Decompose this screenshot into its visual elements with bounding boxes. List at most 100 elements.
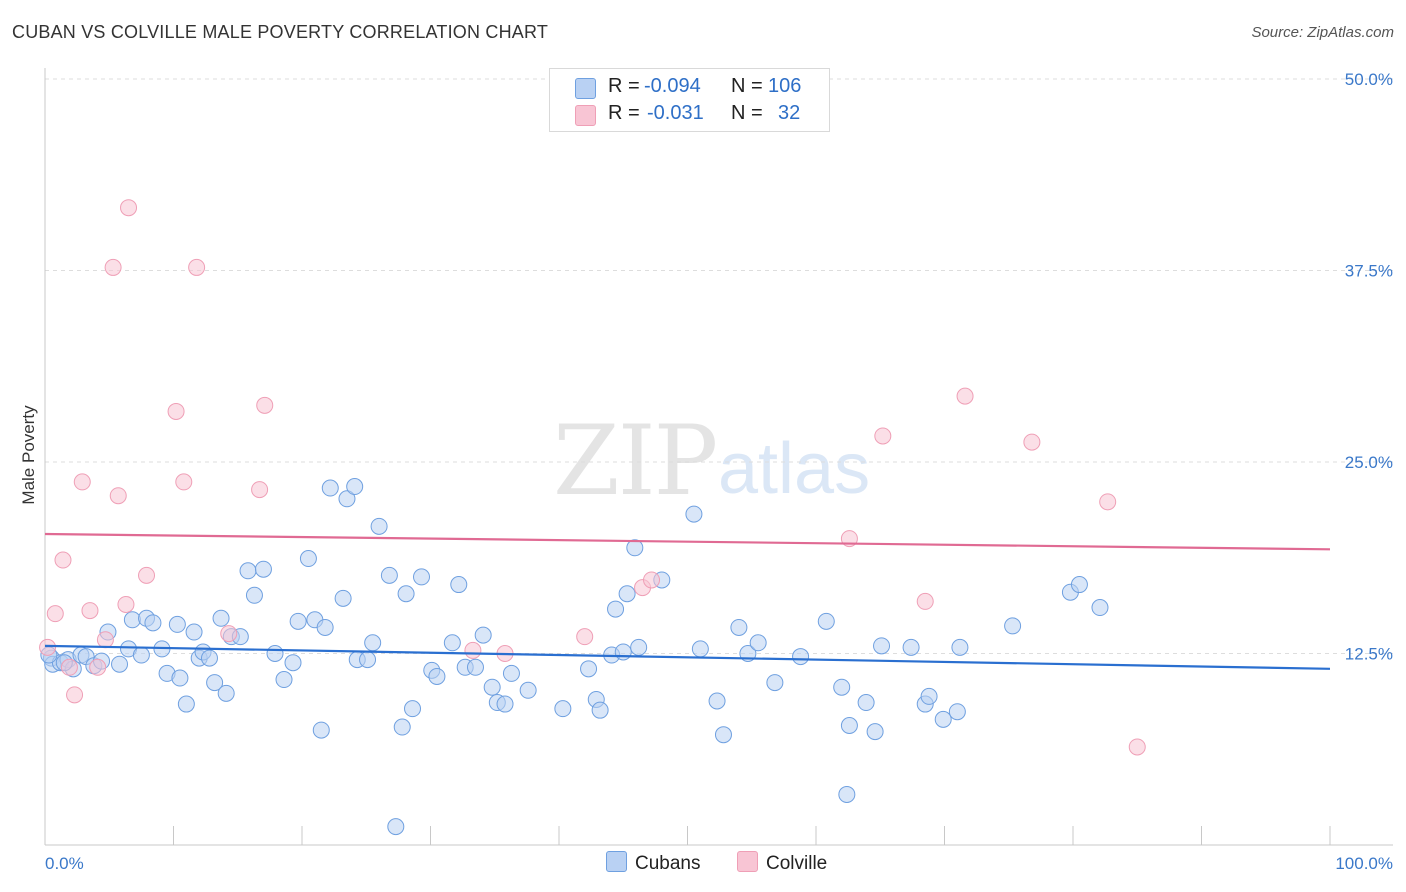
cubans-point (443, 634, 461, 652)
cubans-point (554, 700, 572, 718)
colville-point (66, 686, 84, 704)
series-colville (39, 199, 1146, 756)
legend-row-cubans: R = -0.094 N = 106 (550, 75, 829, 101)
cubans-point (708, 692, 726, 710)
cubans-point (792, 648, 810, 666)
cubans-point (364, 634, 382, 652)
cubans-point (483, 678, 501, 696)
cubans-point (496, 695, 514, 713)
cubans-point (206, 674, 224, 692)
colville-point (96, 631, 114, 649)
legend-r-label: R = (608, 75, 646, 97)
x-tick-label: 100.0% (1335, 854, 1393, 873)
cubans-point (266, 645, 284, 662)
source-label: Source: ZipAtlas.com (1251, 24, 1394, 41)
cubans-point (474, 626, 492, 644)
cubans-point (346, 478, 364, 496)
cubans-point (144, 614, 162, 632)
cubans-point (614, 643, 632, 661)
bottom-legend-swatch-cubans (606, 851, 627, 872)
legend-swatch-cubans (575, 78, 596, 99)
cubans-point (607, 600, 625, 618)
cubans-point (902, 638, 920, 656)
cubans-point (502, 664, 520, 682)
bottom-legend-colville: Colville (737, 851, 827, 875)
colville-point (1099, 493, 1117, 511)
trend-lines (44, 532, 1331, 670)
cubans-point (321, 479, 339, 497)
cubans-point (1091, 599, 1109, 617)
colville-point (73, 473, 91, 491)
cubans-point (312, 721, 330, 739)
cubans-point (934, 710, 952, 728)
colville-point (464, 641, 482, 659)
colville-point (1128, 738, 1146, 756)
colville-point (120, 199, 138, 217)
colville-point (916, 592, 934, 610)
colville-point (60, 658, 78, 676)
chart-title: CUBAN VS COLVILLE MALE POVERTY CORRELATI… (12, 22, 549, 42)
colville-point (104, 258, 122, 276)
cubans-point (873, 637, 891, 655)
cubans-point (749, 634, 767, 652)
cubans-point (833, 678, 851, 696)
cubans-point (299, 550, 317, 568)
y-tick-label: 50.0% (1345, 70, 1393, 89)
cubans-point (393, 718, 411, 736)
colville-point (643, 571, 661, 589)
axis-labels: 12.5% 25.0% 37.5% 50.0% 0.0% 100.0% Male Pover… (19, 70, 1393, 873)
colville-point (109, 487, 127, 505)
cubans-point (168, 615, 186, 633)
legend-n-label: N = (731, 102, 769, 124)
cubans-point (951, 638, 969, 656)
cubans-point (685, 505, 703, 523)
y-tick-label: 37.5% (1345, 262, 1393, 281)
cubans-point (359, 651, 377, 669)
bottom-legend-swatch-colville (737, 851, 758, 872)
cubans-point (380, 566, 398, 584)
cubans-point (519, 681, 537, 699)
cubans-point (338, 490, 356, 508)
colville-point (220, 625, 238, 643)
colville-point (54, 551, 72, 569)
watermark-zip: ZIP (553, 405, 718, 517)
colville-point (251, 481, 269, 499)
cubans-point (450, 576, 468, 594)
bottom-legend-label-cubans: Cubans (635, 853, 701, 874)
cubans-point (580, 660, 598, 678)
cubans-point (254, 560, 272, 578)
cubans-point (591, 701, 609, 719)
cubans-point (413, 568, 431, 586)
cubans-point (714, 726, 732, 744)
cubans-point (857, 694, 875, 712)
cubans-point (239, 562, 257, 580)
x-tick-label: 0.0% (45, 854, 84, 873)
cubans-point (370, 517, 388, 535)
cubans-point (730, 618, 748, 636)
cubans-point (245, 586, 263, 604)
cubans-point (428, 667, 446, 685)
cubans-point (817, 612, 835, 630)
cubans-point (397, 585, 415, 603)
colville-point (256, 396, 274, 414)
y-axis-label: Male Poverty (19, 405, 38, 505)
cubans-point (132, 646, 150, 664)
legend-row-colville: R = -0.031 N = 32 (550, 102, 829, 128)
cubans-point (111, 655, 129, 673)
correlation-legend: R = -0.094 N = 106 R = -0.031 N = 32 (549, 68, 830, 132)
colville-point (874, 427, 892, 445)
colville-point (81, 602, 99, 620)
trend-line-colville (44, 532, 1331, 551)
colville-point (956, 387, 974, 405)
trend-line-cubans (44, 644, 1331, 670)
colville-point (188, 258, 206, 276)
colville-point (117, 595, 135, 613)
legend-swatch-colville (575, 105, 596, 126)
cubans-point (171, 669, 189, 687)
colville-point (1023, 433, 1041, 451)
legend-r-value: -0.031 (647, 102, 704, 124)
watermark-atlas: atlas (718, 429, 871, 509)
cubans-point (334, 589, 352, 607)
bottom-legend-label-colville: Colville (766, 853, 828, 874)
